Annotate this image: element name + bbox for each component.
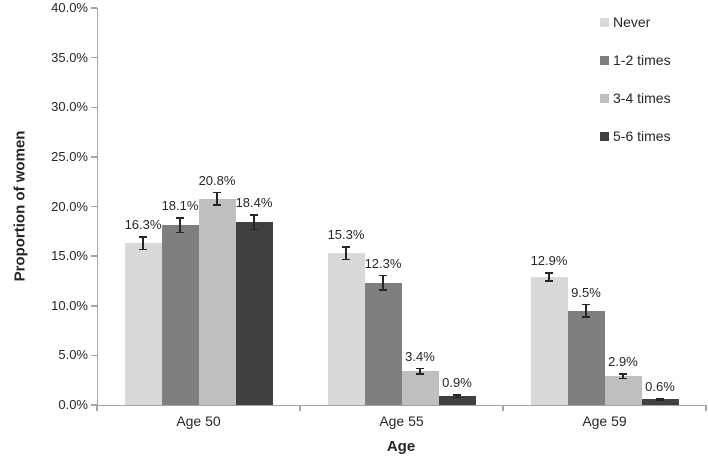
y-tick-label: 40.0% [51, 0, 88, 15]
x-category-label: Age 59 [582, 413, 627, 429]
x-category-label: Age 55 [379, 413, 424, 429]
y-tick-label: 10.0% [51, 297, 88, 313]
y-tick-label: 15.0% [51, 248, 88, 264]
y-tick-label: 25.0% [51, 148, 88, 164]
y-tick-label: 35.0% [51, 49, 88, 65]
plot-area [97, 8, 707, 406]
x-category-label: Age 50 [176, 413, 221, 429]
y-tick-label: 20.0% [51, 198, 88, 214]
y-axis-title: Proportion of women [11, 130, 29, 282]
y-tick-label: 5.0% [58, 347, 88, 363]
y-tick-label: 30.0% [51, 99, 88, 115]
x-axis-title: Age [386, 438, 416, 455]
y-tick-label: 0.0% [58, 397, 88, 412]
